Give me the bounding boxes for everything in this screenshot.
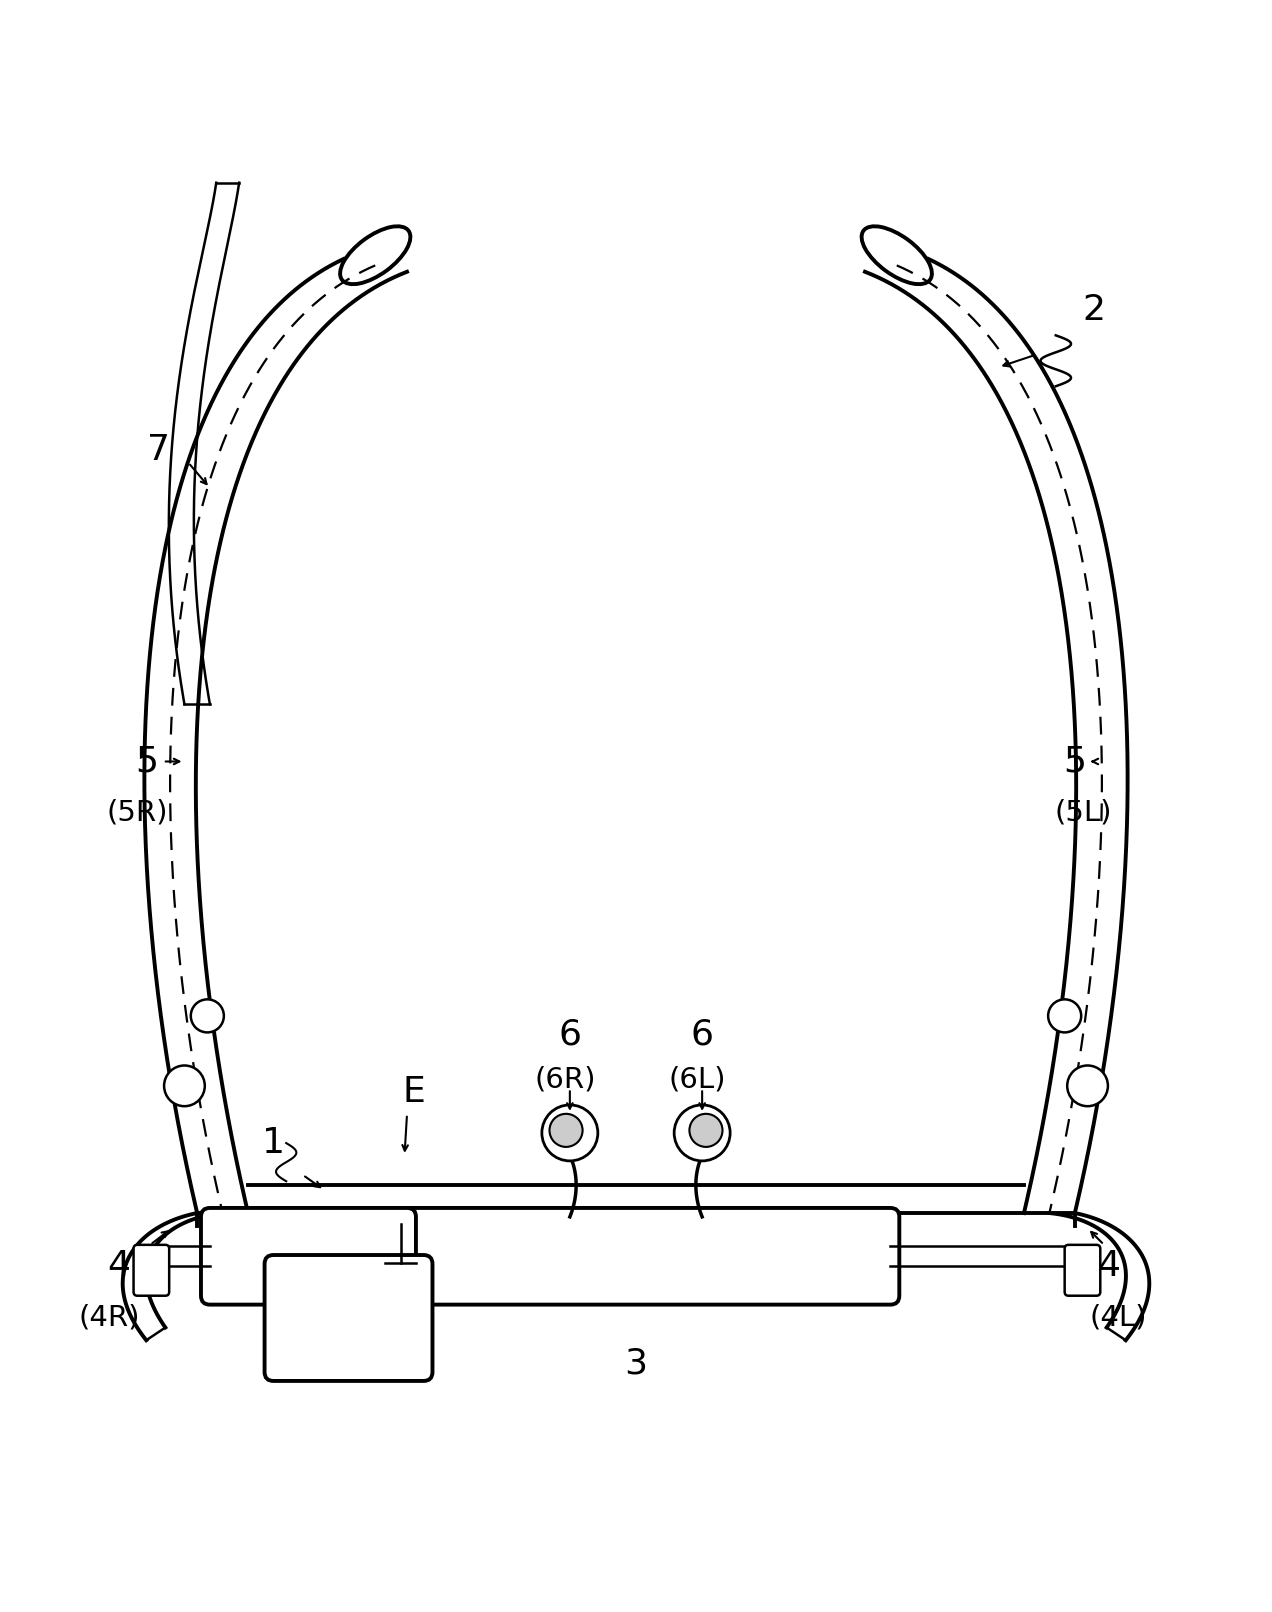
FancyBboxPatch shape [134,1244,169,1296]
Polygon shape [145,260,407,1214]
Text: 1: 1 [262,1127,285,1161]
Text: 6: 6 [558,1017,581,1053]
FancyBboxPatch shape [1065,1244,1100,1296]
Circle shape [164,1066,205,1106]
Polygon shape [865,260,1127,1214]
Circle shape [1067,1066,1108,1106]
Text: 7: 7 [148,434,170,467]
FancyBboxPatch shape [392,1207,899,1304]
Text: (5R): (5R) [107,798,168,827]
Circle shape [550,1114,583,1146]
Text: (5L): (5L) [1054,798,1113,827]
Circle shape [1048,999,1081,1032]
Text: 5: 5 [135,745,158,779]
Text: 5: 5 [1063,745,1086,779]
Ellipse shape [340,226,411,284]
Text: (6L): (6L) [668,1066,726,1093]
Text: 3: 3 [625,1346,647,1380]
Circle shape [674,1104,730,1161]
FancyBboxPatch shape [265,1256,432,1381]
Text: (4R): (4R) [79,1304,140,1332]
Text: E: E [402,1075,425,1109]
Text: 6: 6 [691,1017,714,1053]
Circle shape [689,1114,722,1146]
Ellipse shape [861,226,932,284]
FancyBboxPatch shape [201,1207,416,1304]
Text: (6R): (6R) [534,1066,595,1093]
Text: 2: 2 [1082,293,1105,327]
Text: 4: 4 [107,1249,130,1283]
Circle shape [191,999,224,1032]
Text: 4: 4 [1098,1249,1121,1283]
Circle shape [542,1104,598,1161]
Text: (4L): (4L) [1089,1304,1147,1332]
